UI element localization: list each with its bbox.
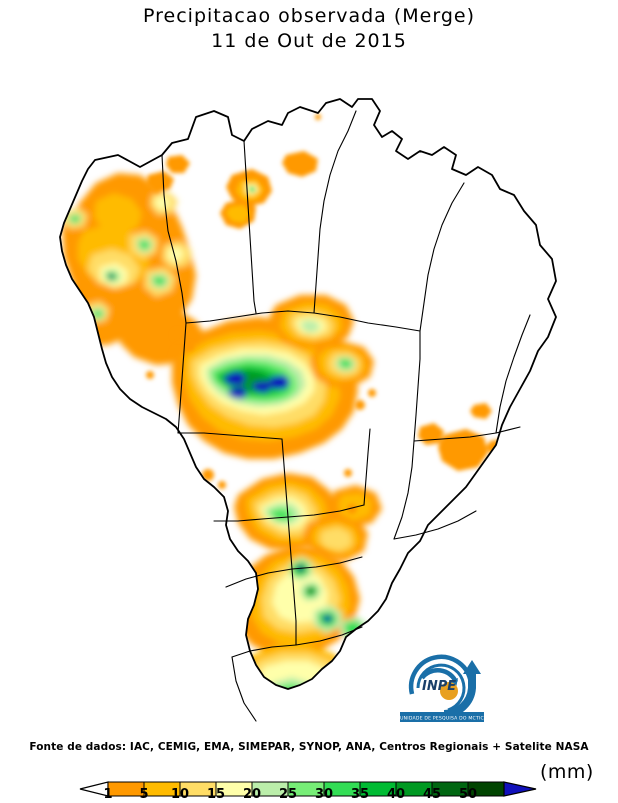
- page-subtitle-date: 11 de Out de 2015: [211, 30, 407, 52]
- colorbar-tick-label: 50: [459, 787, 477, 799]
- colorbar-tick-label: 5: [139, 787, 148, 799]
- data-source-text: Fonte de dados: IAC, CEMIG, EMA, SIMEPAR…: [29, 741, 589, 753]
- logo-banner-text: UNIDADE DE PESQUISA DO MCTIC: [400, 716, 484, 722]
- logo-sphere: [440, 682, 458, 700]
- colorbar-tick-label: 20: [243, 787, 261, 799]
- colorbar-ticks: 1 5 10 15 20 25 30 35 40 45 50: [103, 787, 477, 802]
- colorbar-unit-label: (mm): [540, 761, 594, 783]
- precip-region-mato-grosso: [172, 295, 374, 459]
- map-title-block: Precipitacao observada (Merge) 11 de Out…: [0, 4, 618, 54]
- logo-banner: [400, 712, 484, 722]
- colorbar-tick-label: 25: [279, 787, 297, 799]
- page-title: Precipitacao observada (Merge): [143, 5, 475, 27]
- colorbar-swatches: [107, 781, 505, 797]
- precipitation-map: [0, 55, 618, 735]
- colorbar-tick-label: 45: [423, 787, 441, 799]
- colorbar: 1 5 10 15 20 25 30 35 40 45 50: [0, 759, 618, 802]
- legend: Fonte de dados: IAC, CEMIG, EMA, SIMEPAR…: [0, 741, 618, 802]
- colorbar-tick-label: 10: [171, 787, 189, 799]
- colorbar-above-max-arrow: [503, 781, 537, 797]
- colorbar-tick-label: 1: [103, 787, 112, 799]
- brazil-outline: [59, 98, 557, 690]
- colorbar-tick-label: 40: [387, 787, 405, 799]
- colorbar-tick-label: 30: [315, 787, 333, 799]
- colorbar-tick-label: 15: [207, 787, 225, 799]
- inpe-logo: INPE UNIDADE DE PESQUISA DO MCTIC: [392, 648, 502, 728]
- precip-region-north-para: [146, 151, 318, 229]
- precip-region-ms: [234, 473, 382, 561]
- logo-wordmark: INPE: [422, 679, 456, 694]
- colorbar-tick-label: 35: [351, 787, 369, 799]
